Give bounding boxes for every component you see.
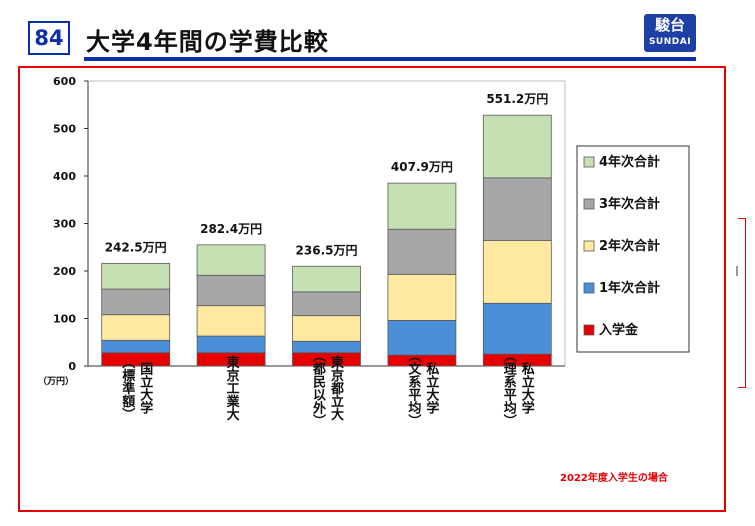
legend-label: 3年次合計: [599, 196, 660, 212]
logo-line1: 駿台: [654, 16, 685, 34]
bars: 242.5万円 282.4万円 236.5万円 407.9万円 551.2万円: [101, 92, 552, 367]
bar-segment: [101, 314, 171, 341]
x-category-label: 私立大学: [519, 361, 535, 415]
y-tick-label: 100: [53, 313, 76, 326]
legend-swatch: [583, 282, 595, 294]
y-tick-label: 300: [53, 218, 76, 231]
bar-segment: [482, 114, 552, 179]
x-category-sublabel: （都民以外）: [310, 349, 327, 427]
legend-swatch: [583, 324, 595, 336]
bar-segment: [292, 291, 361, 317]
bar-total-label: 282.4万円: [200, 222, 262, 236]
bar-segment: [292, 352, 361, 367]
bar-segment: [101, 352, 171, 367]
bar-segment: [482, 353, 552, 367]
bar-total-label: 407.9万円: [391, 160, 453, 174]
side-bracket: [738, 218, 746, 388]
bar-segment: [387, 273, 457, 321]
y-tick-label: 400: [53, 170, 76, 183]
x-category-label: 私立大学: [423, 361, 439, 415]
bar-total-label: 551.2万円: [486, 92, 548, 106]
sundai-logo: 駿台 SUNDAI: [644, 14, 696, 52]
bar-segment: [387, 182, 457, 230]
title-underline: [84, 57, 696, 61]
y-tick-label: 200: [53, 265, 76, 278]
bar-segment: [482, 240, 552, 304]
bar-segment: [482, 177, 552, 241]
x-category-label: 東京工業大: [224, 355, 241, 422]
legend-label: 入学金: [599, 322, 639, 338]
bar-segment: [482, 302, 552, 355]
bar-segment: [101, 288, 171, 316]
bar-total-label: 242.5万円: [105, 240, 167, 254]
footnote: 2022年度入学生の場合: [560, 471, 669, 484]
bar-segment: [196, 335, 266, 354]
y-tick-label: 600: [53, 75, 76, 88]
header: 84 大学4年間の学費比較 駿台 SUNDAI: [0, 0, 755, 62]
bar-segment: [101, 262, 171, 290]
legend-label: 4年次合計: [599, 154, 660, 170]
chart-frame: [18, 66, 726, 512]
legend-swatch: [583, 156, 595, 168]
bar-segment: [292, 315, 361, 342]
x-category-sublabel: （文系平均）: [405, 349, 422, 427]
bar-segment: [101, 339, 171, 354]
page-title: 大学4年間の学費比較: [86, 28, 329, 56]
y-tick-label: 0: [68, 360, 76, 373]
x-category-sublabel: （理系平均）: [501, 349, 518, 427]
legend-label: 2年次合計: [599, 238, 660, 254]
bar-segment: [292, 265, 361, 293]
legend-label: 1年次合計: [599, 280, 660, 296]
legend-swatch: [583, 198, 595, 210]
legend-swatch: [583, 240, 595, 252]
bar-segment: [196, 274, 266, 307]
bar-segment: [196, 305, 266, 337]
x-category-label: 国立大学: [137, 362, 153, 415]
x-category-sublabel: （標準額）: [119, 356, 136, 421]
bar-segment: [292, 340, 361, 354]
x-axis-labels: 国立大学（標準額） 東京工業大 東京都立大（都民以外） 私立大学（文系平均） 私立大学（…: [119, 349, 534, 427]
bar-total-label: 236.5万円: [296, 243, 358, 257]
bar-segment: [387, 228, 457, 275]
side-mark: [736, 266, 738, 276]
y-unit-label: （万円）: [38, 376, 74, 387]
bar-segment: [196, 244, 266, 276]
x-category-label: 東京都立大: [328, 355, 345, 422]
page-number: 84: [28, 21, 70, 55]
bar-segment: [387, 319, 457, 356]
legend-box: [576, 145, 690, 353]
y-tick-label: 500: [53, 123, 76, 136]
bar-segment: [387, 354, 457, 367]
logo-line2: SUNDAI: [648, 37, 692, 47]
